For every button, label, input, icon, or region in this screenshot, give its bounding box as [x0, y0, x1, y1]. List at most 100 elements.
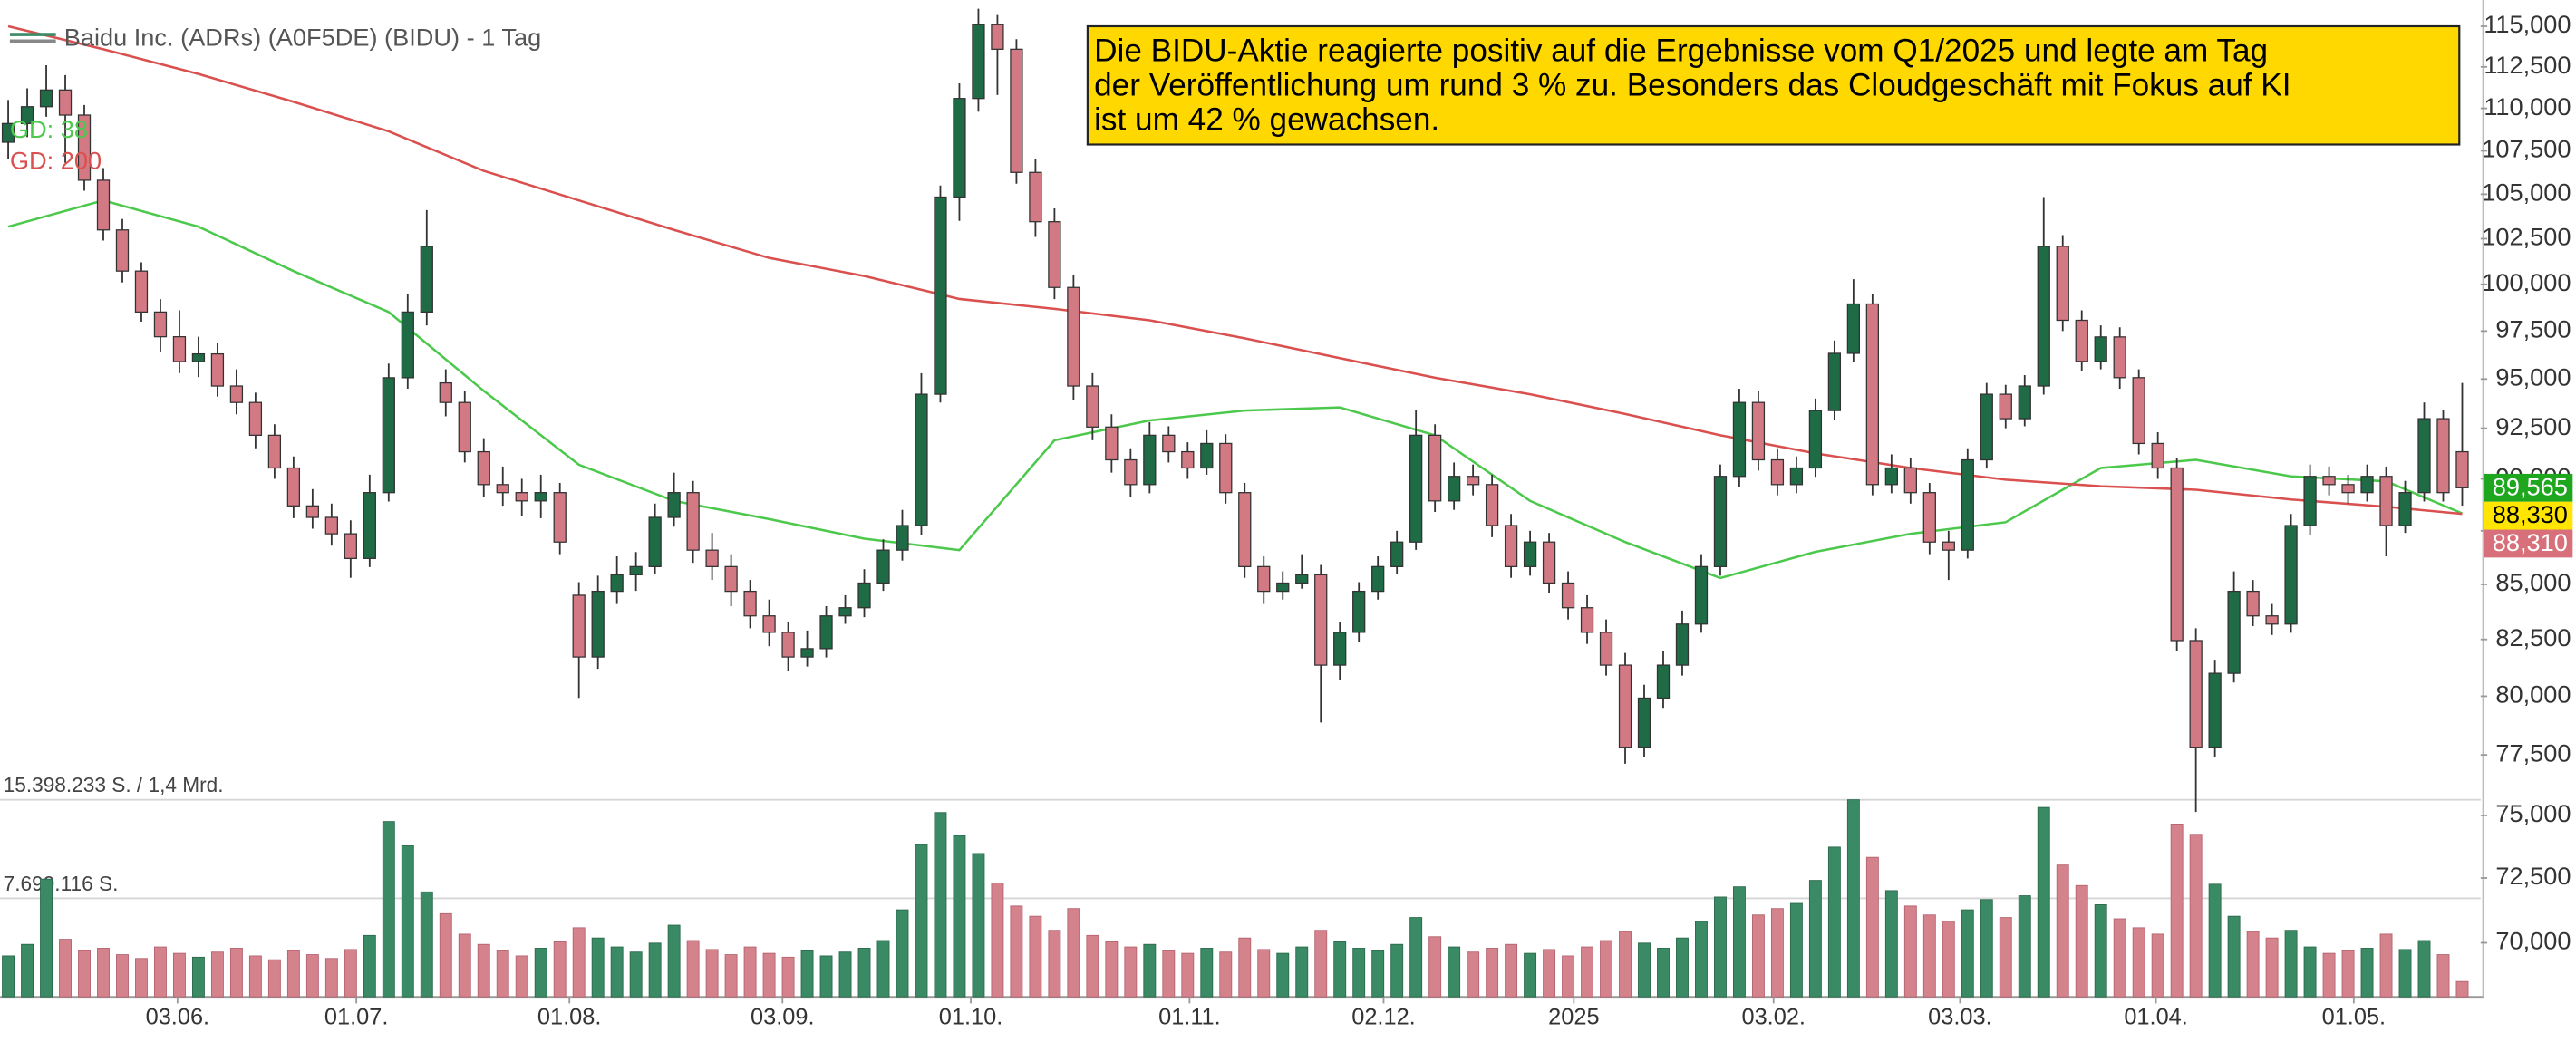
- volume-bar: [477, 943, 490, 998]
- volume-bar: [610, 946, 624, 998]
- volume-bar: [229, 948, 243, 998]
- annotation: Die BIDU-Aktie reagierte positiv auf die…: [1086, 24, 2461, 146]
- x-tick-label: 01.05.: [2322, 1004, 2387, 1029]
- candle-body: [991, 24, 1004, 50]
- candle-body: [2189, 640, 2203, 748]
- volume-bar: [629, 951, 643, 998]
- volume-bar: [2037, 806, 2050, 998]
- volume-bar: [1448, 946, 1461, 998]
- volume-bar: [344, 949, 357, 998]
- candle-body: [1162, 434, 1176, 453]
- volume-bar: [1333, 941, 1347, 998]
- candle-body: [1181, 450, 1195, 469]
- x-tick-label: 01.11.: [1158, 1004, 1221, 1029]
- candle-body: [2360, 476, 2374, 494]
- volume-bar: [838, 951, 852, 998]
- volume-bar: [1067, 908, 1080, 998]
- candle-body: [1846, 303, 1861, 354]
- volume-bar: [1676, 937, 1689, 998]
- x-tick-label: 2025: [1548, 1004, 1599, 1029]
- annotation-text: ist um 42 % gewachsen.: [1094, 101, 1439, 137]
- x-tick-label: 03.03.: [1928, 1004, 1992, 1029]
- y-tick-label: 82,500: [2495, 623, 2571, 651]
- volume-bar: [210, 951, 224, 998]
- volume-bar: [382, 821, 395, 998]
- volume-bar: [1276, 952, 1290, 998]
- volume-bar: [78, 950, 91, 998]
- volume-bar: [248, 955, 262, 998]
- volume-bar: [1770, 908, 1784, 998]
- candle-body: [819, 615, 833, 650]
- volume-bar: [762, 952, 776, 998]
- candle-body: [1827, 352, 1842, 411]
- volume-tick-label: 7.699.116 S.: [4, 872, 119, 895]
- candle-body: [1542, 541, 1556, 584]
- candle-body: [1751, 401, 1766, 461]
- moving-average-line: [7, 24, 2463, 516]
- volume-bar: [1999, 917, 2012, 998]
- volume-bar: [724, 954, 738, 998]
- volume-bar: [135, 958, 148, 998]
- candle-body: [934, 196, 947, 395]
- candle-body: [553, 492, 567, 543]
- volume-tick-label: 15.398.233 S. / 1,4 Mrd.: [4, 773, 224, 796]
- volume-bar: [1714, 896, 1727, 998]
- volume-bar: [1124, 946, 1138, 998]
- volume-bar: [1162, 950, 1176, 998]
- volume-bar: [1238, 937, 1252, 998]
- candle-body: [1999, 393, 2012, 420]
- candle-body: [1466, 476, 1480, 486]
- candle-body: [248, 401, 263, 436]
- candle-body: [2094, 336, 2107, 362]
- candle-body: [2398, 492, 2412, 526]
- volume-bar: [1010, 905, 1023, 998]
- candle-body: [1219, 442, 1233, 494]
- volume-bar: [191, 956, 205, 998]
- candle-body: [610, 574, 624, 593]
- candle-body: [2284, 525, 2298, 625]
- volume-bar: [458, 933, 471, 998]
- candle-body: [1961, 458, 1974, 551]
- volume-bar: [1409, 917, 1423, 998]
- candle-body: [1637, 697, 1651, 748]
- candle-body: [172, 336, 187, 362]
- candle-body: [134, 270, 149, 314]
- candle-body: [1124, 458, 1138, 486]
- y-tick-label: 72,500: [2495, 862, 2571, 890]
- candle-body: [915, 393, 928, 526]
- volume-bar: [172, 952, 186, 998]
- y-tick-label: 115,000: [2484, 10, 2571, 38]
- volume-bar: [1846, 799, 1860, 998]
- candle-body: [1029, 171, 1042, 223]
- volume-bar: [1143, 943, 1157, 998]
- volume-bar: [2379, 933, 2393, 998]
- candle-body: [420, 246, 433, 314]
- volume-bar: [1562, 955, 1575, 998]
- volume-bar: [401, 845, 414, 998]
- volume-bar: [648, 942, 662, 998]
- y-tick-label: 77,500: [2495, 738, 2571, 767]
- candle-body: [1942, 541, 1955, 551]
- candle-body: [305, 505, 320, 518]
- candle-body: [1599, 632, 1613, 666]
- candle-body: [1618, 664, 1632, 748]
- candle-body: [781, 632, 795, 658]
- candle-body: [1067, 286, 1080, 387]
- candle-body: [191, 352, 206, 362]
- volume-bar: [439, 912, 452, 998]
- legend-label: GD: 200: [10, 147, 102, 175]
- volume-bar: [705, 949, 719, 998]
- price-marker-box: [2484, 473, 2573, 502]
- candle-body: [2246, 590, 2260, 617]
- candles: [1, 8, 2469, 813]
- candle-body: [2208, 672, 2222, 748]
- volume-bar: [1808, 880, 1822, 998]
- volume-bar: [2303, 946, 2317, 998]
- volume-bar: [1980, 899, 1993, 998]
- volume-bar: [515, 955, 528, 998]
- volume-bar: [1600, 940, 1612, 998]
- candle-body: [1314, 574, 1328, 666]
- candle-body: [363, 492, 376, 559]
- volume-bar: [953, 835, 966, 998]
- volume-bar: [876, 940, 890, 998]
